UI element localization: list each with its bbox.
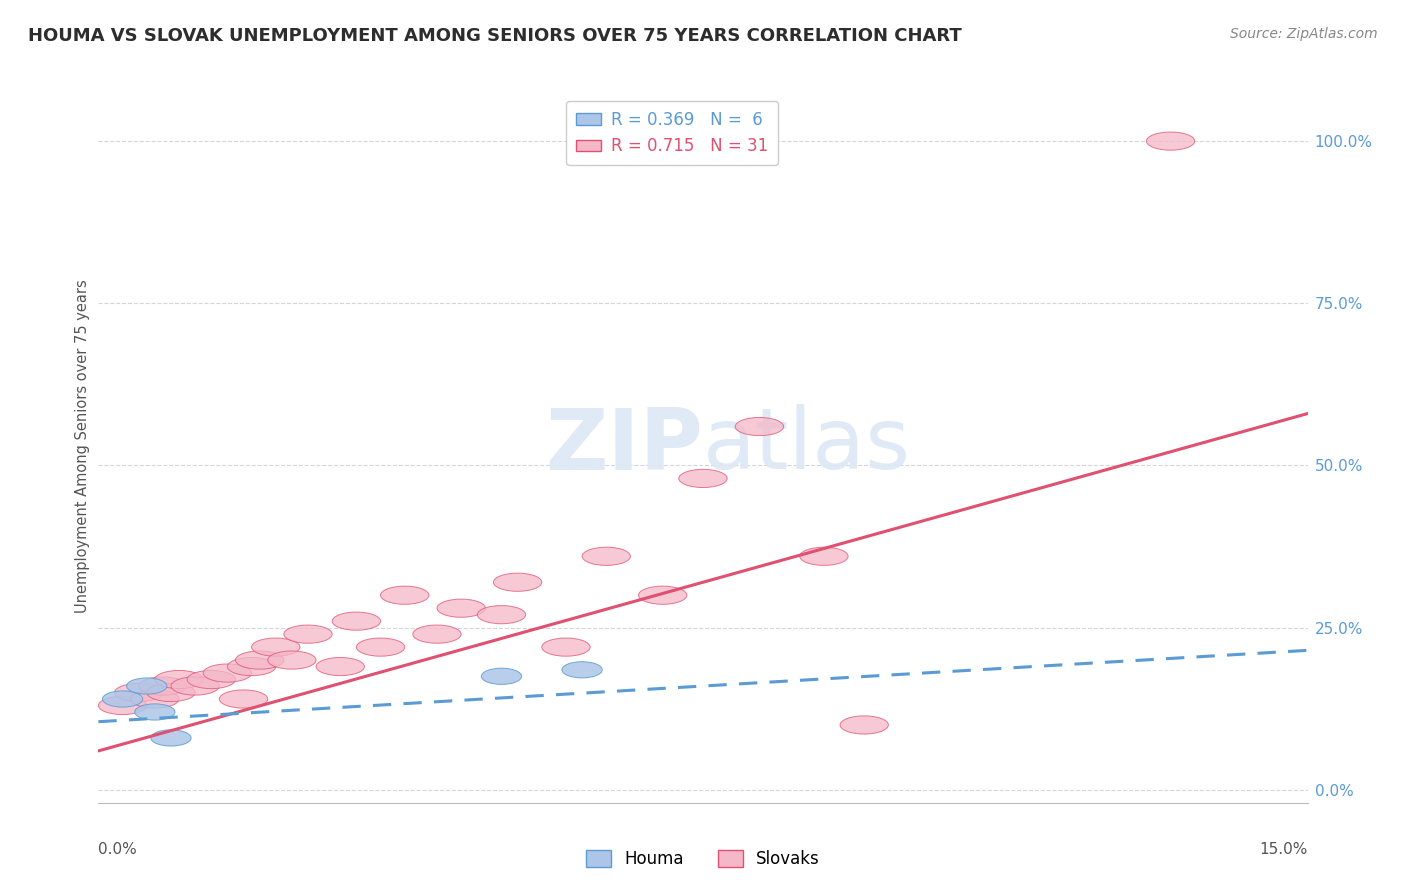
Ellipse shape (562, 662, 602, 678)
Text: 0.0%: 0.0% (98, 842, 138, 856)
Ellipse shape (284, 625, 332, 643)
Ellipse shape (235, 651, 284, 669)
Ellipse shape (228, 657, 276, 675)
Ellipse shape (735, 417, 783, 435)
Legend: Houma, Slovaks: Houma, Slovaks (579, 843, 827, 875)
Ellipse shape (800, 547, 848, 566)
Ellipse shape (135, 704, 174, 720)
Ellipse shape (839, 716, 889, 734)
Ellipse shape (150, 730, 191, 746)
Ellipse shape (638, 586, 688, 604)
Text: atlas: atlas (703, 404, 911, 488)
Ellipse shape (316, 657, 364, 675)
Legend: R = 0.369   N =  6, R = 0.715   N = 31: R = 0.369 N = 6, R = 0.715 N = 31 (567, 101, 779, 165)
Ellipse shape (131, 690, 179, 708)
Ellipse shape (437, 599, 485, 617)
Ellipse shape (187, 671, 235, 689)
Ellipse shape (413, 625, 461, 643)
Ellipse shape (219, 690, 267, 708)
Ellipse shape (114, 683, 163, 702)
Ellipse shape (477, 606, 526, 624)
Ellipse shape (541, 638, 591, 657)
Text: 15.0%: 15.0% (1260, 842, 1308, 856)
Ellipse shape (139, 677, 187, 695)
Ellipse shape (204, 664, 252, 682)
Ellipse shape (127, 678, 167, 694)
Ellipse shape (252, 638, 299, 657)
Y-axis label: Unemployment Among Seniors over 75 years: Unemployment Among Seniors over 75 years (75, 279, 90, 613)
Ellipse shape (103, 691, 143, 707)
Text: Source: ZipAtlas.com: Source: ZipAtlas.com (1230, 27, 1378, 41)
Ellipse shape (267, 651, 316, 669)
Ellipse shape (381, 586, 429, 604)
Text: ZIP: ZIP (546, 404, 703, 488)
Ellipse shape (155, 671, 204, 689)
Ellipse shape (494, 574, 541, 591)
Ellipse shape (1146, 132, 1195, 150)
Text: HOUMA VS SLOVAK UNEMPLOYMENT AMONG SENIORS OVER 75 YEARS CORRELATION CHART: HOUMA VS SLOVAK UNEMPLOYMENT AMONG SENIO… (28, 27, 962, 45)
Ellipse shape (679, 469, 727, 488)
Ellipse shape (356, 638, 405, 657)
Ellipse shape (481, 668, 522, 684)
Ellipse shape (146, 683, 195, 702)
Ellipse shape (582, 547, 630, 566)
Ellipse shape (172, 677, 219, 695)
Ellipse shape (98, 697, 146, 714)
Ellipse shape (332, 612, 381, 631)
